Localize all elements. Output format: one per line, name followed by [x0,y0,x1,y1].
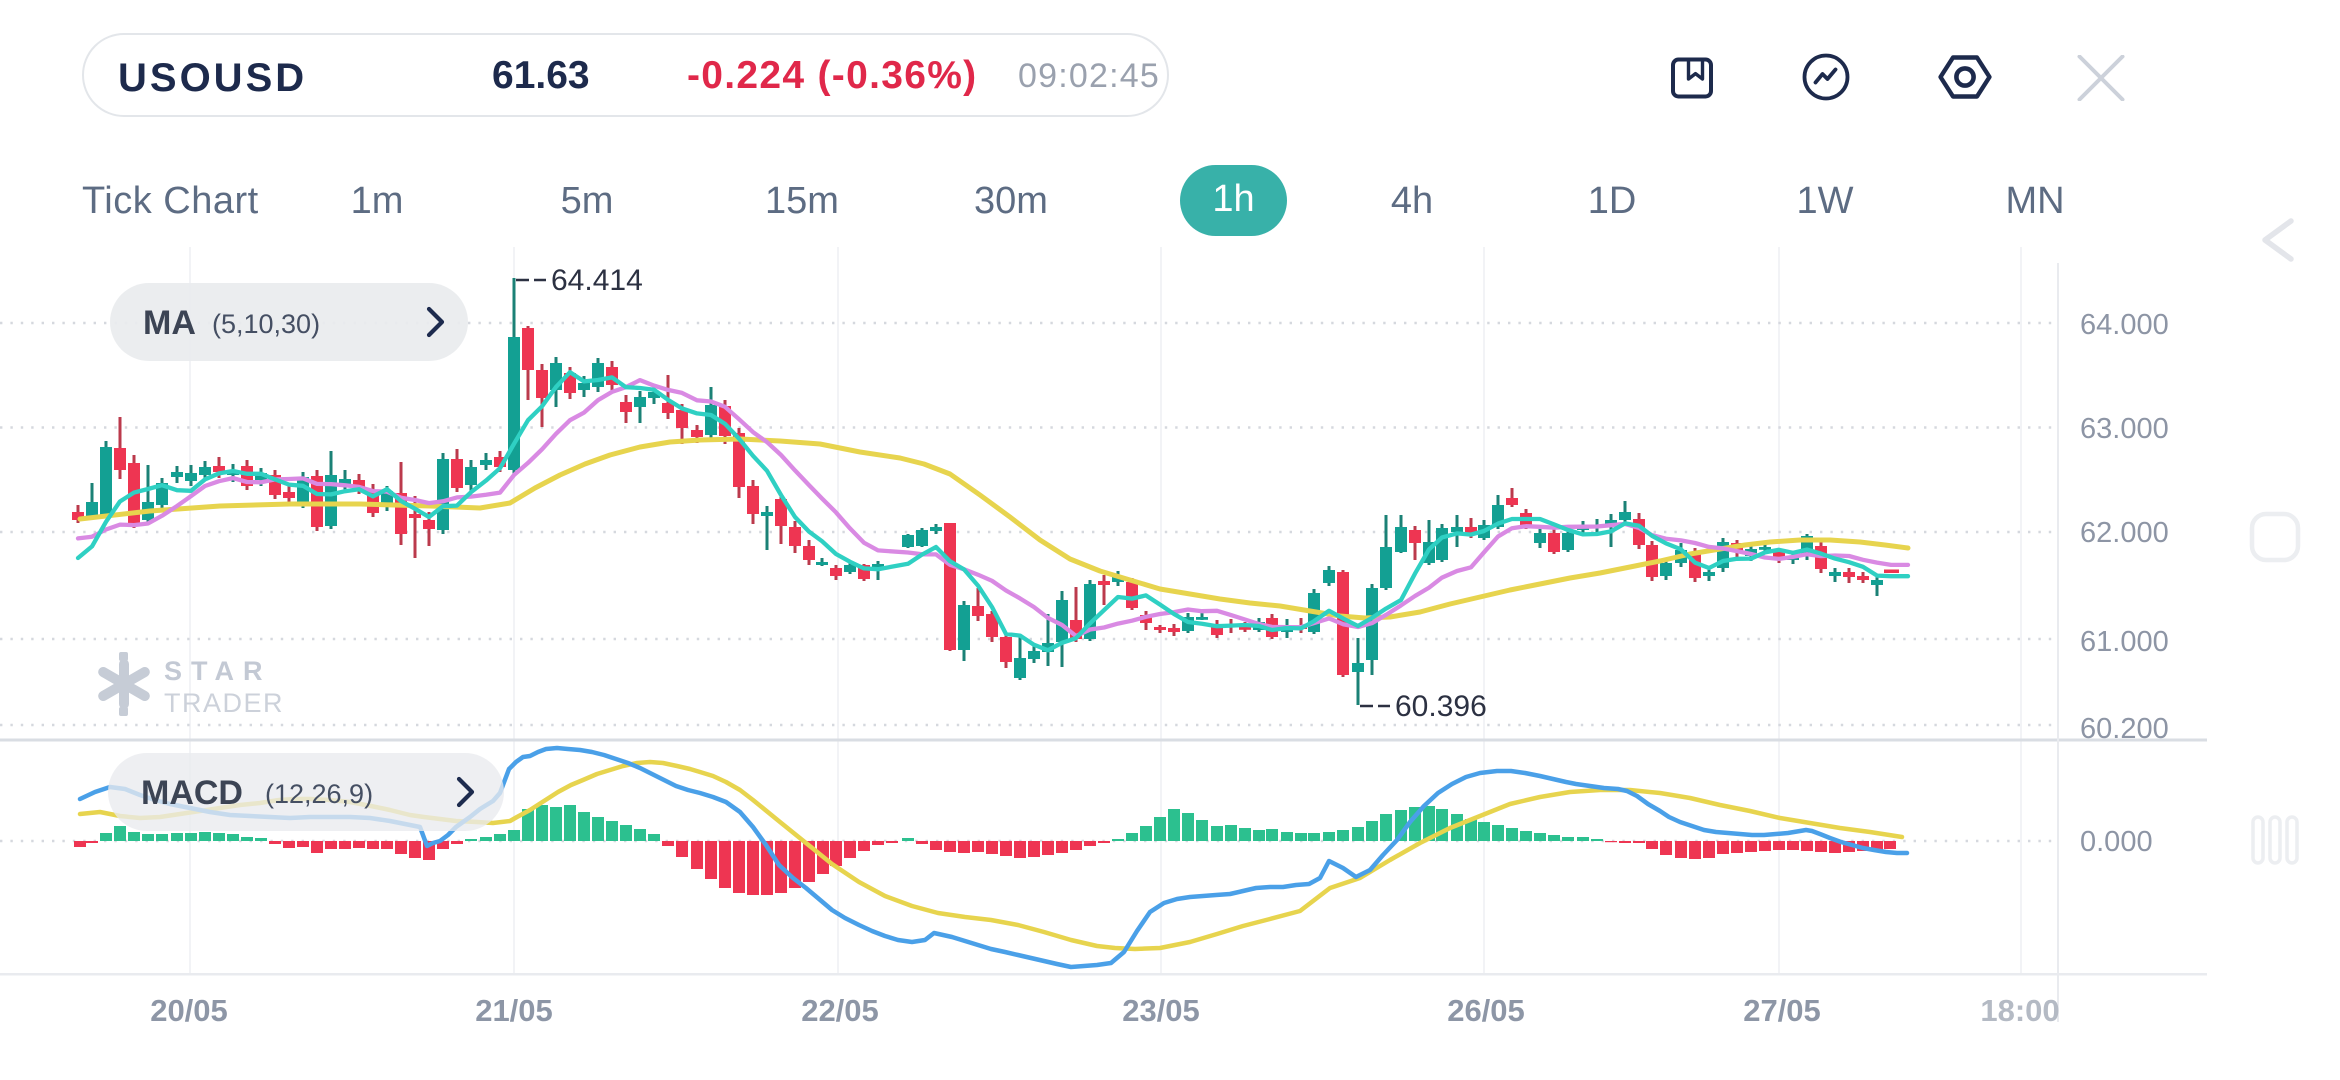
svg-text:(12,26,9): (12,26,9) [265,779,373,809]
svg-text:62.000: 62.000 [2080,517,2169,549]
svg-text:26/05: 26/05 [1447,993,1525,1028]
svg-text:64.414: 64.414 [551,264,643,297]
svg-text:20/05: 20/05 [150,993,228,1028]
svg-text:61.000: 61.000 [2080,626,2169,658]
svg-text:64.000: 64.000 [2080,309,2169,341]
svg-text:18:00: 18:00 [1980,993,2059,1028]
svg-text:23/05: 23/05 [1122,993,1200,1028]
svg-text:MA: MA [143,304,196,342]
svg-text:MACD: MACD [141,774,243,812]
svg-text:0.000: 0.000 [2080,826,2153,858]
svg-text:60.396: 60.396 [1395,690,1487,723]
svg-text:STAR: STAR [164,656,272,686]
svg-text:63.000: 63.000 [2080,413,2169,445]
svg-text:22/05: 22/05 [801,993,879,1028]
svg-text:21/05: 21/05 [475,993,553,1028]
svg-text:60.200: 60.200 [2080,713,2169,745]
svg-text:TRADER: TRADER [164,688,284,718]
svg-text:(5,10,30): (5,10,30) [212,309,320,339]
svg-text:27/05: 27/05 [1743,993,1821,1028]
